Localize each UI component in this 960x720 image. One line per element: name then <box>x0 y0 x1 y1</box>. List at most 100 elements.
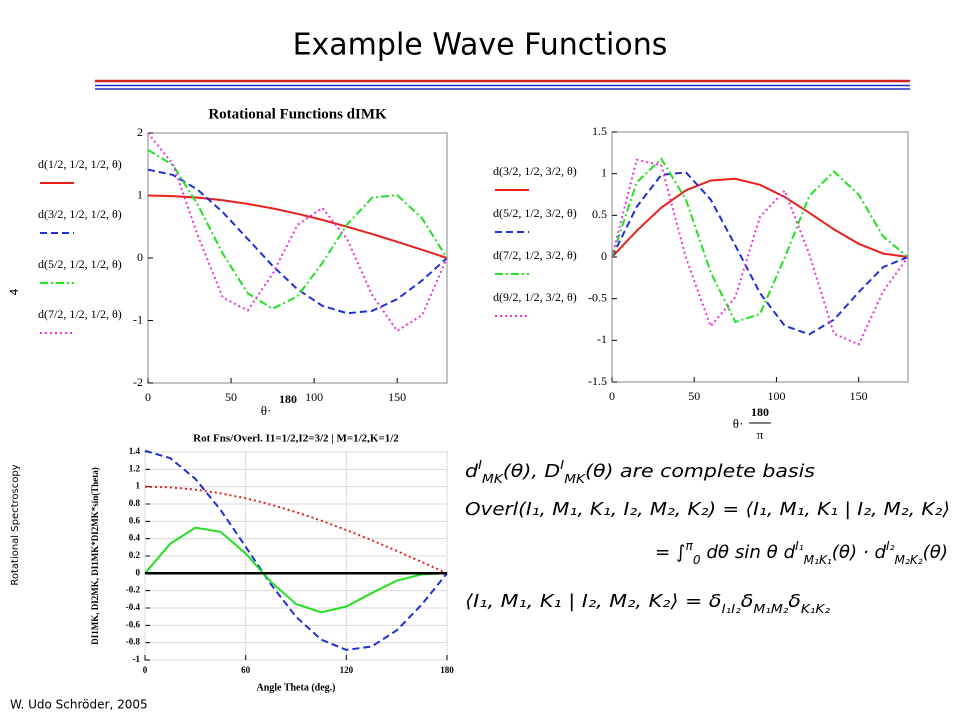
series-line <box>611 158 909 346</box>
x-tick-label: 100 <box>767 389 785 403</box>
x-axis-label: π <box>757 427 764 442</box>
x-axis-label: Angle Theta (deg.) <box>257 682 336 693</box>
formula-part: ⟨I₁, M₁, K₁ | I₂, M₂, K₂⟩ = δ <box>465 591 722 612</box>
y-tick-label: 1 <box>601 165 607 179</box>
series-line <box>147 132 448 333</box>
y-tick-label: 0 <box>136 567 141 577</box>
y-tick-label: 0.8 <box>129 498 141 508</box>
chart-title: Rot Fns/Overl. I1=1/2,I2=3/2 | M=1/2,K=1… <box>193 433 399 445</box>
formula-part: d <box>465 461 479 482</box>
formula-part: I <box>478 458 483 472</box>
x-axis-label: θ· <box>733 416 744 431</box>
y-tick-label: 0.4 <box>129 533 141 543</box>
y-tick-label: 0.6 <box>129 515 141 525</box>
formula-part: δ <box>741 591 754 612</box>
y-tick-label: 0 <box>137 250 143 264</box>
formula-part: (θ) are complete basis <box>585 461 815 482</box>
series-line <box>147 168 448 315</box>
y-tick-label: -2 <box>133 375 143 389</box>
y-tick-label: -1 <box>597 332 607 346</box>
x-tick-label: 50 <box>225 390 237 404</box>
series-line <box>611 177 909 258</box>
x-tick-label: 150 <box>850 389 868 403</box>
legend-label: d(5/2, 1/2, 1/2, θ) <box>38 257 122 271</box>
legend-label: d(7/2, 1/2, 3/2, θ) <box>493 248 577 262</box>
x-axis-label: θ· <box>261 403 272 418</box>
x-axis-label: 180 <box>751 405 769 419</box>
formula-line: d IMK (θ), D IMK (θ) are complete basis <box>465 458 815 486</box>
formula-part: MK <box>564 472 586 486</box>
formula-part: M₂K₂ <box>895 553 923 567</box>
legend-label: d(5/2, 1/2, 3/2, θ) <box>493 206 577 220</box>
formula-line: ⟨I₁, M₁, K₁ | I₂, M₂, K₂⟩ = δ I₁I₂ δ M₁M₂ δ K… <box>465 591 830 616</box>
slide-title: Example Wave Functions <box>293 28 668 63</box>
formula-part: dθ sin θ d <box>701 542 796 563</box>
y-tick-label: 0 <box>601 249 607 263</box>
y-tick-label: 0.2 <box>129 550 141 560</box>
formula-part: π <box>686 539 694 553</box>
formula-line: = ∫π0 dθ sin θ dI₁M₁K₁(θ) · dI₂M₂K₂(θ) <box>655 539 948 567</box>
x-tick-label: 0 <box>145 390 151 404</box>
y-axis-label: DI1MK, DI2MK, DI1MK*DI2MK*sin(Theta) <box>90 467 100 645</box>
formula-part: K₁K₂ <box>801 602 830 616</box>
series-line <box>144 485 448 575</box>
formula-part: I₁ <box>795 539 804 553</box>
formula-part: I₂ <box>886 539 895 553</box>
footer: W. Udo Schröder, 2005 <box>10 698 148 712</box>
x-tick-label: 60 <box>241 665 251 675</box>
y-tick-label: -0.8 <box>126 637 141 647</box>
formula-part: (θ) · d <box>832 542 887 563</box>
y-tick-label: -0.2 <box>126 585 141 595</box>
formula-part: δ <box>788 591 801 612</box>
y-tick-label: -1 <box>133 654 141 664</box>
formula-part: M₁M₂ <box>753 602 788 616</box>
x-tick-label: 0 <box>143 665 148 675</box>
plot-area <box>611 131 909 383</box>
x-axis-label: 180 <box>279 392 297 406</box>
y-tick-label: -1 <box>133 312 143 326</box>
y-tick-label: 2 <box>137 125 143 139</box>
legend-label: d(7/2, 1/2, 1/2, θ) <box>38 307 122 321</box>
formula-part: (θ), D <box>503 461 560 482</box>
series-line <box>144 526 448 614</box>
x-tick-label: 120 <box>340 665 354 675</box>
x-tick-label: 100 <box>305 390 323 404</box>
legend-label: d(1/2, 1/2, 1/2, θ) <box>38 157 122 171</box>
formula-part: MK <box>482 472 504 486</box>
y-tick-label: 1.2 <box>129 463 141 473</box>
legend-label: d(3/2, 1/2, 3/2, θ) <box>493 164 577 178</box>
x-tick-label: 180 <box>440 665 454 675</box>
formula-part: I <box>560 458 565 472</box>
y-tick-label: -0.5 <box>588 290 607 304</box>
legend-label: d(9/2, 1/2, 3/2, θ) <box>493 290 577 304</box>
x-tick-label: 150 <box>388 390 406 404</box>
y-tick-label: -0.6 <box>126 619 141 629</box>
y-tick-label: 1.4 <box>129 446 141 456</box>
y-tick-label: -0.4 <box>126 602 141 612</box>
page-number: 4 <box>8 289 21 296</box>
plot-area <box>147 132 448 384</box>
y-tick-label: 0.5 <box>592 207 607 221</box>
formula-line: Overl(I₁, M₁, K₁, I₂, M₂, K₂) = ⟨I₁, M₁,… <box>465 499 950 520</box>
legend-label: d(3/2, 1/2, 1/2, θ) <box>38 207 122 221</box>
formula-part: I₁I₂ <box>722 602 741 616</box>
series-line <box>144 449 448 651</box>
formula-part: (θ) <box>923 542 948 563</box>
formula-part: 0 <box>693 553 701 567</box>
formula-part: = ∫ <box>655 542 686 563</box>
x-tick-label: 0 <box>609 389 615 403</box>
x-tick-label: 50 <box>688 389 700 403</box>
series-line <box>147 194 448 259</box>
chart-title: Rotational Functions dIMK <box>208 106 387 122</box>
course-name: Rotational Spectroscopy <box>10 464 21 585</box>
y-tick-label: 1 <box>137 187 143 201</box>
series-line <box>611 157 909 324</box>
y-tick-label: -1.5 <box>588 374 607 388</box>
series-line <box>147 148 448 310</box>
series-line <box>611 171 909 336</box>
y-tick-label: 1.5 <box>592 124 607 138</box>
formula-part: M₁K₁ <box>804 553 832 567</box>
formula-part: Overl(I₁, M₁, K₁, I₂, M₂, K₂) = ⟨I₁, M₁,… <box>465 499 950 520</box>
y-tick-label: 1 <box>136 481 141 491</box>
